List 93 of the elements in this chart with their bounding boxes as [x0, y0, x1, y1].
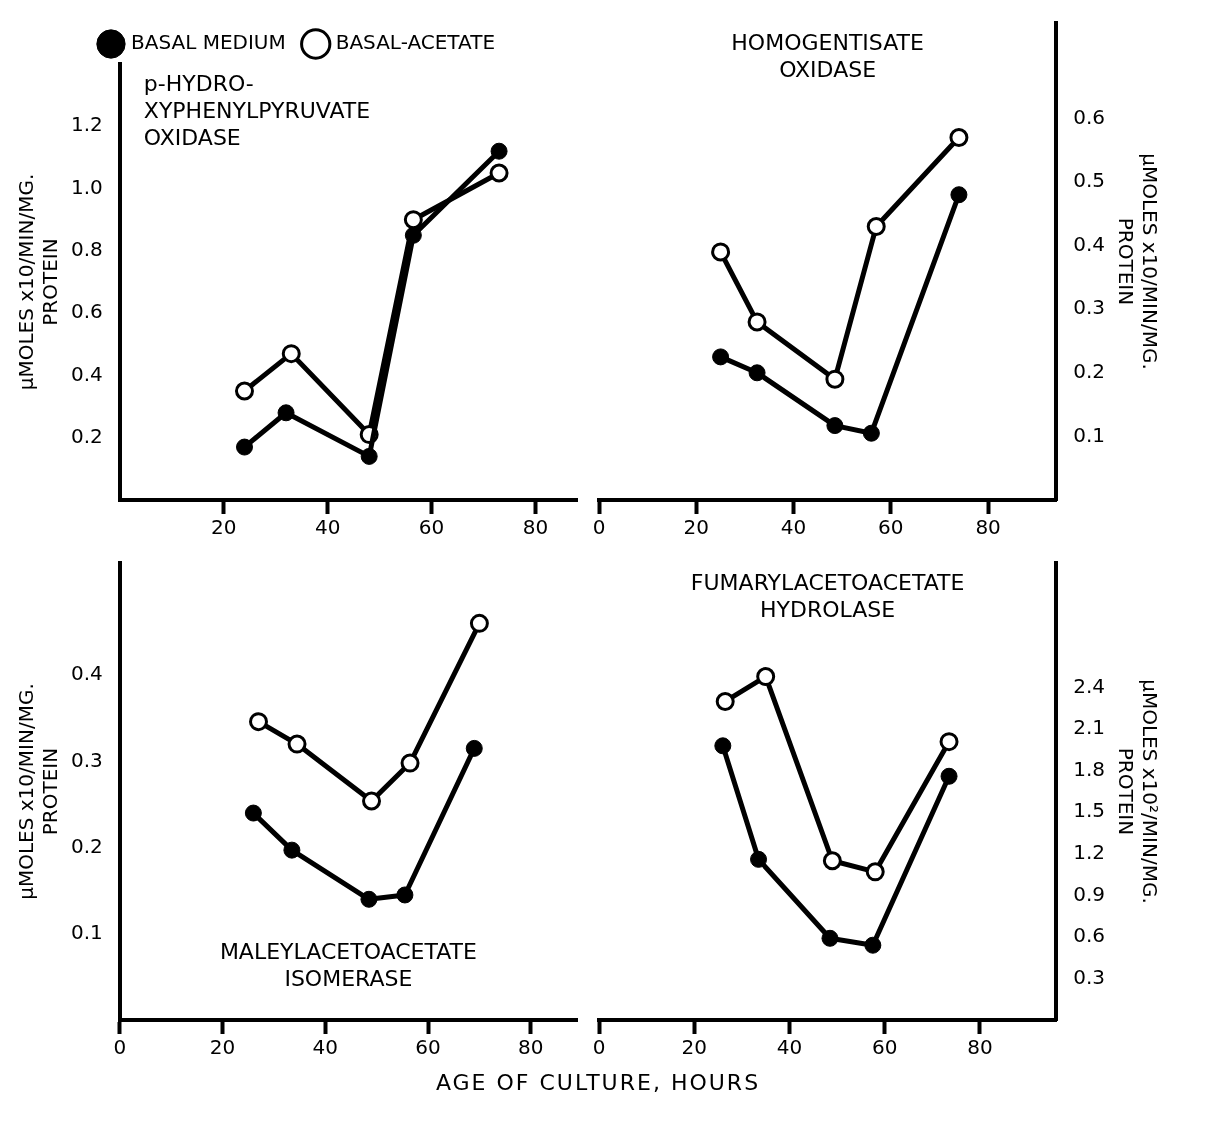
x-tick-label: 20 — [209, 1035, 236, 1060]
point — [465, 739, 483, 757]
y2-tick-label: 0.6 — [1073, 104, 1106, 129]
y2-tick-label: 0.6 — [1073, 923, 1106, 948]
point — [714, 737, 732, 755]
y2-tick-label: 2.1 — [1073, 715, 1106, 740]
point — [360, 447, 378, 465]
y-tick-label: 1.0 — [70, 174, 103, 199]
point — [249, 712, 269, 732]
y-tick-label: 0.1 — [70, 919, 103, 944]
y2-tick-label: 0.4 — [1073, 231, 1106, 256]
point — [939, 732, 959, 752]
text: MALEYLACETOACETATE ISOMERASE — [219, 938, 477, 991]
y2-tick-label: 0.9 — [1073, 881, 1106, 906]
y2-tick-label: 1.2 — [1073, 840, 1106, 865]
y-tick-label: 0.2 — [70, 423, 103, 448]
x-tick-label: 0 — [113, 1035, 127, 1060]
y-axis-title: μMOLES x10/MIN/MG. PROTEIN — [14, 683, 63, 900]
point — [822, 851, 842, 871]
legend-label: BASAL MEDIUM — [130, 30, 286, 55]
point — [281, 344, 301, 364]
x-tick-label: 20 — [683, 515, 709, 540]
point — [747, 312, 767, 332]
point — [403, 210, 423, 230]
y2-tick-label: 0.1 — [1073, 422, 1106, 447]
point — [360, 890, 378, 908]
point — [469, 613, 489, 633]
point — [236, 438, 253, 456]
point — [244, 804, 262, 822]
text: p-HYDRO- XYPHENYLPYRUVATE OXIDASE — [143, 70, 371, 150]
point — [950, 186, 968, 204]
point — [490, 142, 508, 160]
point — [821, 929, 839, 947]
y2-tick-label: 1.8 — [1073, 756, 1106, 781]
y-tick-label: 0.6 — [70, 299, 103, 324]
point — [287, 734, 307, 754]
x-tick-label: 40 — [312, 1035, 339, 1060]
point — [489, 163, 509, 183]
point — [277, 404, 295, 422]
x-tick-label: 80 — [518, 1035, 544, 1060]
x-tick-label: 0 — [592, 515, 606, 540]
point — [712, 348, 730, 366]
y2-tick-label: 2.4 — [1073, 673, 1106, 698]
point — [396, 886, 414, 904]
y-tick-label: 0.4 — [70, 661, 103, 686]
point — [864, 936, 882, 954]
text: HOMOGENTISATE OXIDASE — [731, 29, 924, 82]
x-tick-label: 80 — [522, 515, 549, 540]
x-tick-label: 40 — [776, 1035, 803, 1060]
y-tick-label: 0.8 — [70, 237, 103, 262]
point — [750, 850, 768, 868]
point — [748, 364, 766, 382]
y2-tick-label: 0.2 — [1073, 359, 1106, 383]
y2-tick-label: 0.3 — [1073, 295, 1106, 320]
point — [940, 767, 958, 785]
y2-tick-label: 0.3 — [1073, 964, 1106, 989]
point — [865, 862, 885, 882]
x-tick-label: 40 — [780, 515, 807, 540]
x-axis-title: AGE OF CULTURE, HOURS — [434, 1070, 762, 1095]
x-tick-label: 60 — [872, 1035, 898, 1060]
y2-axis-title: μMOLES x10²/MIN/MG. PROTEIN — [1113, 679, 1162, 904]
point — [756, 667, 776, 687]
point — [866, 217, 886, 237]
text: FUMARYLACETOACETATE HYDROLASE — [690, 569, 965, 622]
y-tick-label: 0.4 — [70, 361, 103, 386]
point — [283, 841, 301, 859]
x-tick-label: 20 — [210, 515, 237, 540]
y2-tick-label: 0.5 — [1073, 168, 1106, 193]
y2-axis-title: μMOLES x10/MIN/MG. PROTEIN — [1113, 153, 1162, 370]
x-tick-label: 40 — [314, 515, 341, 540]
y-axis-title: μMOLES x10/MIN/MG. PROTEIN — [14, 173, 63, 391]
x-tick-label: 60 — [878, 515, 904, 540]
point — [235, 381, 254, 401]
x-tick-label: 0 — [592, 1035, 606, 1060]
y-tick-label: 1.2 — [70, 112, 103, 137]
y2-tick-label: 1.5 — [1073, 798, 1106, 823]
point — [715, 691, 735, 711]
point — [362, 791, 382, 811]
point — [826, 417, 844, 435]
point — [400, 753, 420, 773]
legend-label: BASAL-ACETATE — [335, 30, 496, 55]
x-tick-label: 80 — [967, 1035, 993, 1060]
point — [825, 369, 845, 389]
y-tick-label: 0.3 — [70, 747, 103, 772]
x-tick-label: 80 — [975, 515, 1001, 540]
point — [862, 424, 880, 442]
x-tick-label: 60 — [415, 1035, 441, 1060]
y-tick-label: 0.2 — [70, 833, 103, 858]
point — [711, 242, 731, 262]
x-tick-label: 60 — [418, 515, 445, 540]
point — [404, 226, 422, 244]
x-tick-label: 20 — [681, 1035, 707, 1060]
point — [949, 127, 969, 147]
